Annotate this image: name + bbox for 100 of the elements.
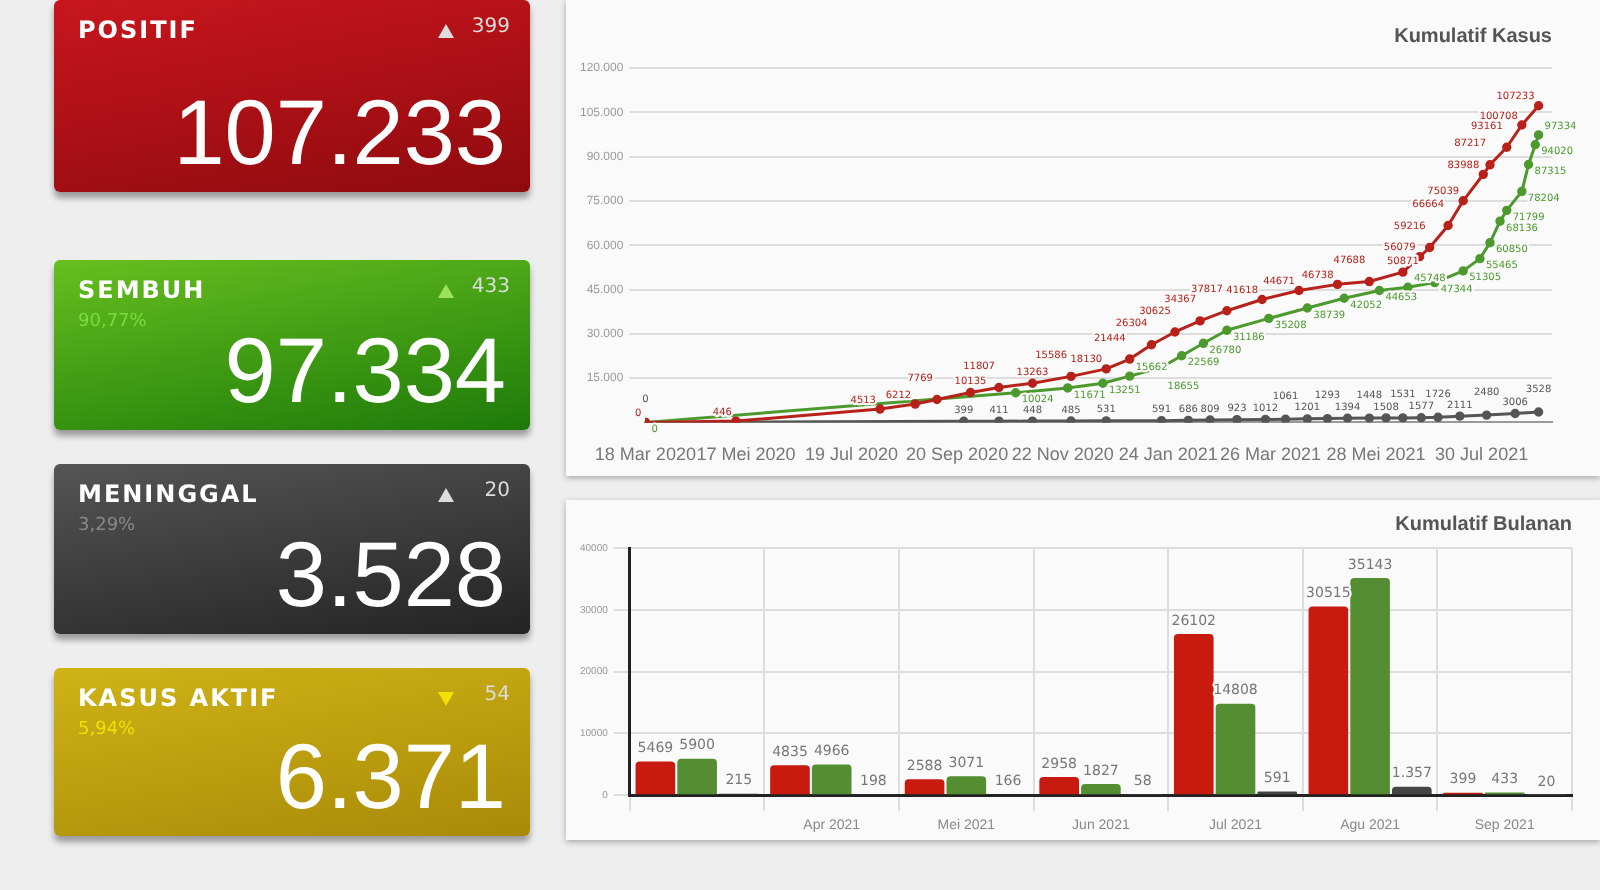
point <box>1364 413 1375 423</box>
point <box>932 394 942 405</box>
point <box>1433 412 1443 422</box>
bar <box>1392 786 1432 795</box>
point <box>875 404 885 414</box>
point <box>994 416 1004 423</box>
x-tick-label: 18 Mar 2020 <box>594 444 696 465</box>
text: 3.528 <box>275 522 506 626</box>
x-tick-label: 26 Mar 2021 <box>1219 444 1322 465</box>
point <box>1176 351 1187 361</box>
point <box>1332 279 1343 290</box>
point <box>1533 130 1544 140</box>
bar <box>1308 606 1349 795</box>
text: 5,94% <box>78 720 136 740</box>
chart-title: Kumulatif Bulanan <box>1395 513 1572 536</box>
x-tick-label: 22 Nov 2020 <box>1011 444 1114 465</box>
x-tick-label: 30 Jul 2021 <box>1435 444 1529 465</box>
text: SEMBUH <box>78 276 206 304</box>
point <box>1403 282 1413 292</box>
point <box>1475 253 1485 264</box>
x-tick-label: 20 Sep 2020 <box>906 444 1009 465</box>
point <box>959 416 969 423</box>
bar <box>1350 578 1390 795</box>
point <box>1455 411 1465 421</box>
point <box>1339 293 1349 303</box>
point <box>1170 327 1180 337</box>
text: KASUS AKTIF <box>78 684 279 712</box>
point <box>1280 414 1291 423</box>
bar <box>770 765 810 795</box>
text: MENINGGAL <box>78 480 259 508</box>
point <box>1485 160 1495 170</box>
bar <box>635 761 676 795</box>
point <box>1517 186 1527 197</box>
point <box>1443 220 1453 231</box>
point <box>1533 101 1544 111</box>
text: 20 <box>484 480 510 502</box>
text: 6.371 <box>275 724 506 828</box>
point <box>731 416 741 423</box>
text: 107.233 <box>173 80 506 184</box>
point <box>1481 410 1492 420</box>
text: 3,29% <box>78 516 136 536</box>
point <box>1098 378 1108 388</box>
point <box>1398 413 1408 423</box>
point <box>1322 413 1333 423</box>
point <box>1342 413 1353 423</box>
point <box>1294 285 1304 296</box>
point <box>1502 205 1512 216</box>
x-tick-label: 24 Jan 2021 <box>1118 444 1218 465</box>
point <box>965 387 976 398</box>
point <box>1222 306 1232 316</box>
point <box>1517 120 1527 130</box>
point <box>1416 413 1426 423</box>
bar <box>1173 633 1214 795</box>
point <box>1232 414 1242 423</box>
point <box>1374 285 1385 296</box>
point <box>1027 378 1038 388</box>
point <box>1101 364 1111 374</box>
text: POSITIF <box>78 16 198 44</box>
bar <box>811 764 852 795</box>
point <box>1302 303 1313 313</box>
bar <box>946 776 987 795</box>
point <box>1124 354 1135 364</box>
point <box>1458 266 1468 276</box>
point <box>1205 415 1215 423</box>
text: 54 <box>484 684 510 706</box>
point <box>1260 414 1271 423</box>
point <box>1124 371 1135 381</box>
point <box>1066 371 1076 382</box>
point <box>1523 159 1534 170</box>
point <box>1502 142 1512 152</box>
x-tick-label: 28 Mei 2021 <box>1326 444 1426 465</box>
point <box>910 399 920 409</box>
bar <box>1039 776 1079 795</box>
point <box>1101 416 1111 423</box>
text: 97.334 <box>224 318 506 422</box>
point <box>1458 196 1468 206</box>
point <box>1478 169 1488 180</box>
point <box>1011 388 1021 398</box>
point <box>1222 325 1232 335</box>
text: 399 <box>471 16 510 38</box>
point <box>994 382 1004 393</box>
point <box>1156 415 1167 423</box>
point <box>1146 340 1157 350</box>
text: 433 <box>471 276 510 298</box>
point <box>1183 415 1194 423</box>
point <box>1198 338 1209 349</box>
x-tick-label: 17 Mei 2020 <box>696 444 796 465</box>
bar <box>1081 783 1121 795</box>
point <box>1062 383 1073 393</box>
point <box>1257 294 1267 305</box>
point <box>1530 140 1540 150</box>
point <box>1495 216 1505 226</box>
bar <box>904 779 945 795</box>
chart-title: Kumulatif Kasus <box>1394 25 1553 48</box>
point <box>1485 237 1495 248</box>
point <box>1302 414 1313 423</box>
point <box>1066 416 1076 423</box>
bar <box>1215 703 1256 795</box>
point <box>1533 407 1544 417</box>
point <box>1195 316 1205 326</box>
